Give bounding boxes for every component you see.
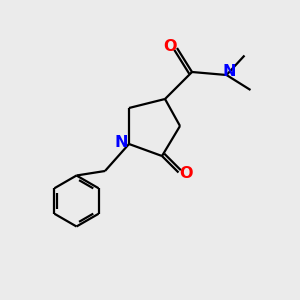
Text: O: O: [163, 39, 176, 54]
Text: N: N: [223, 64, 236, 80]
Text: O: O: [179, 167, 193, 182]
Text: N: N: [115, 135, 128, 150]
